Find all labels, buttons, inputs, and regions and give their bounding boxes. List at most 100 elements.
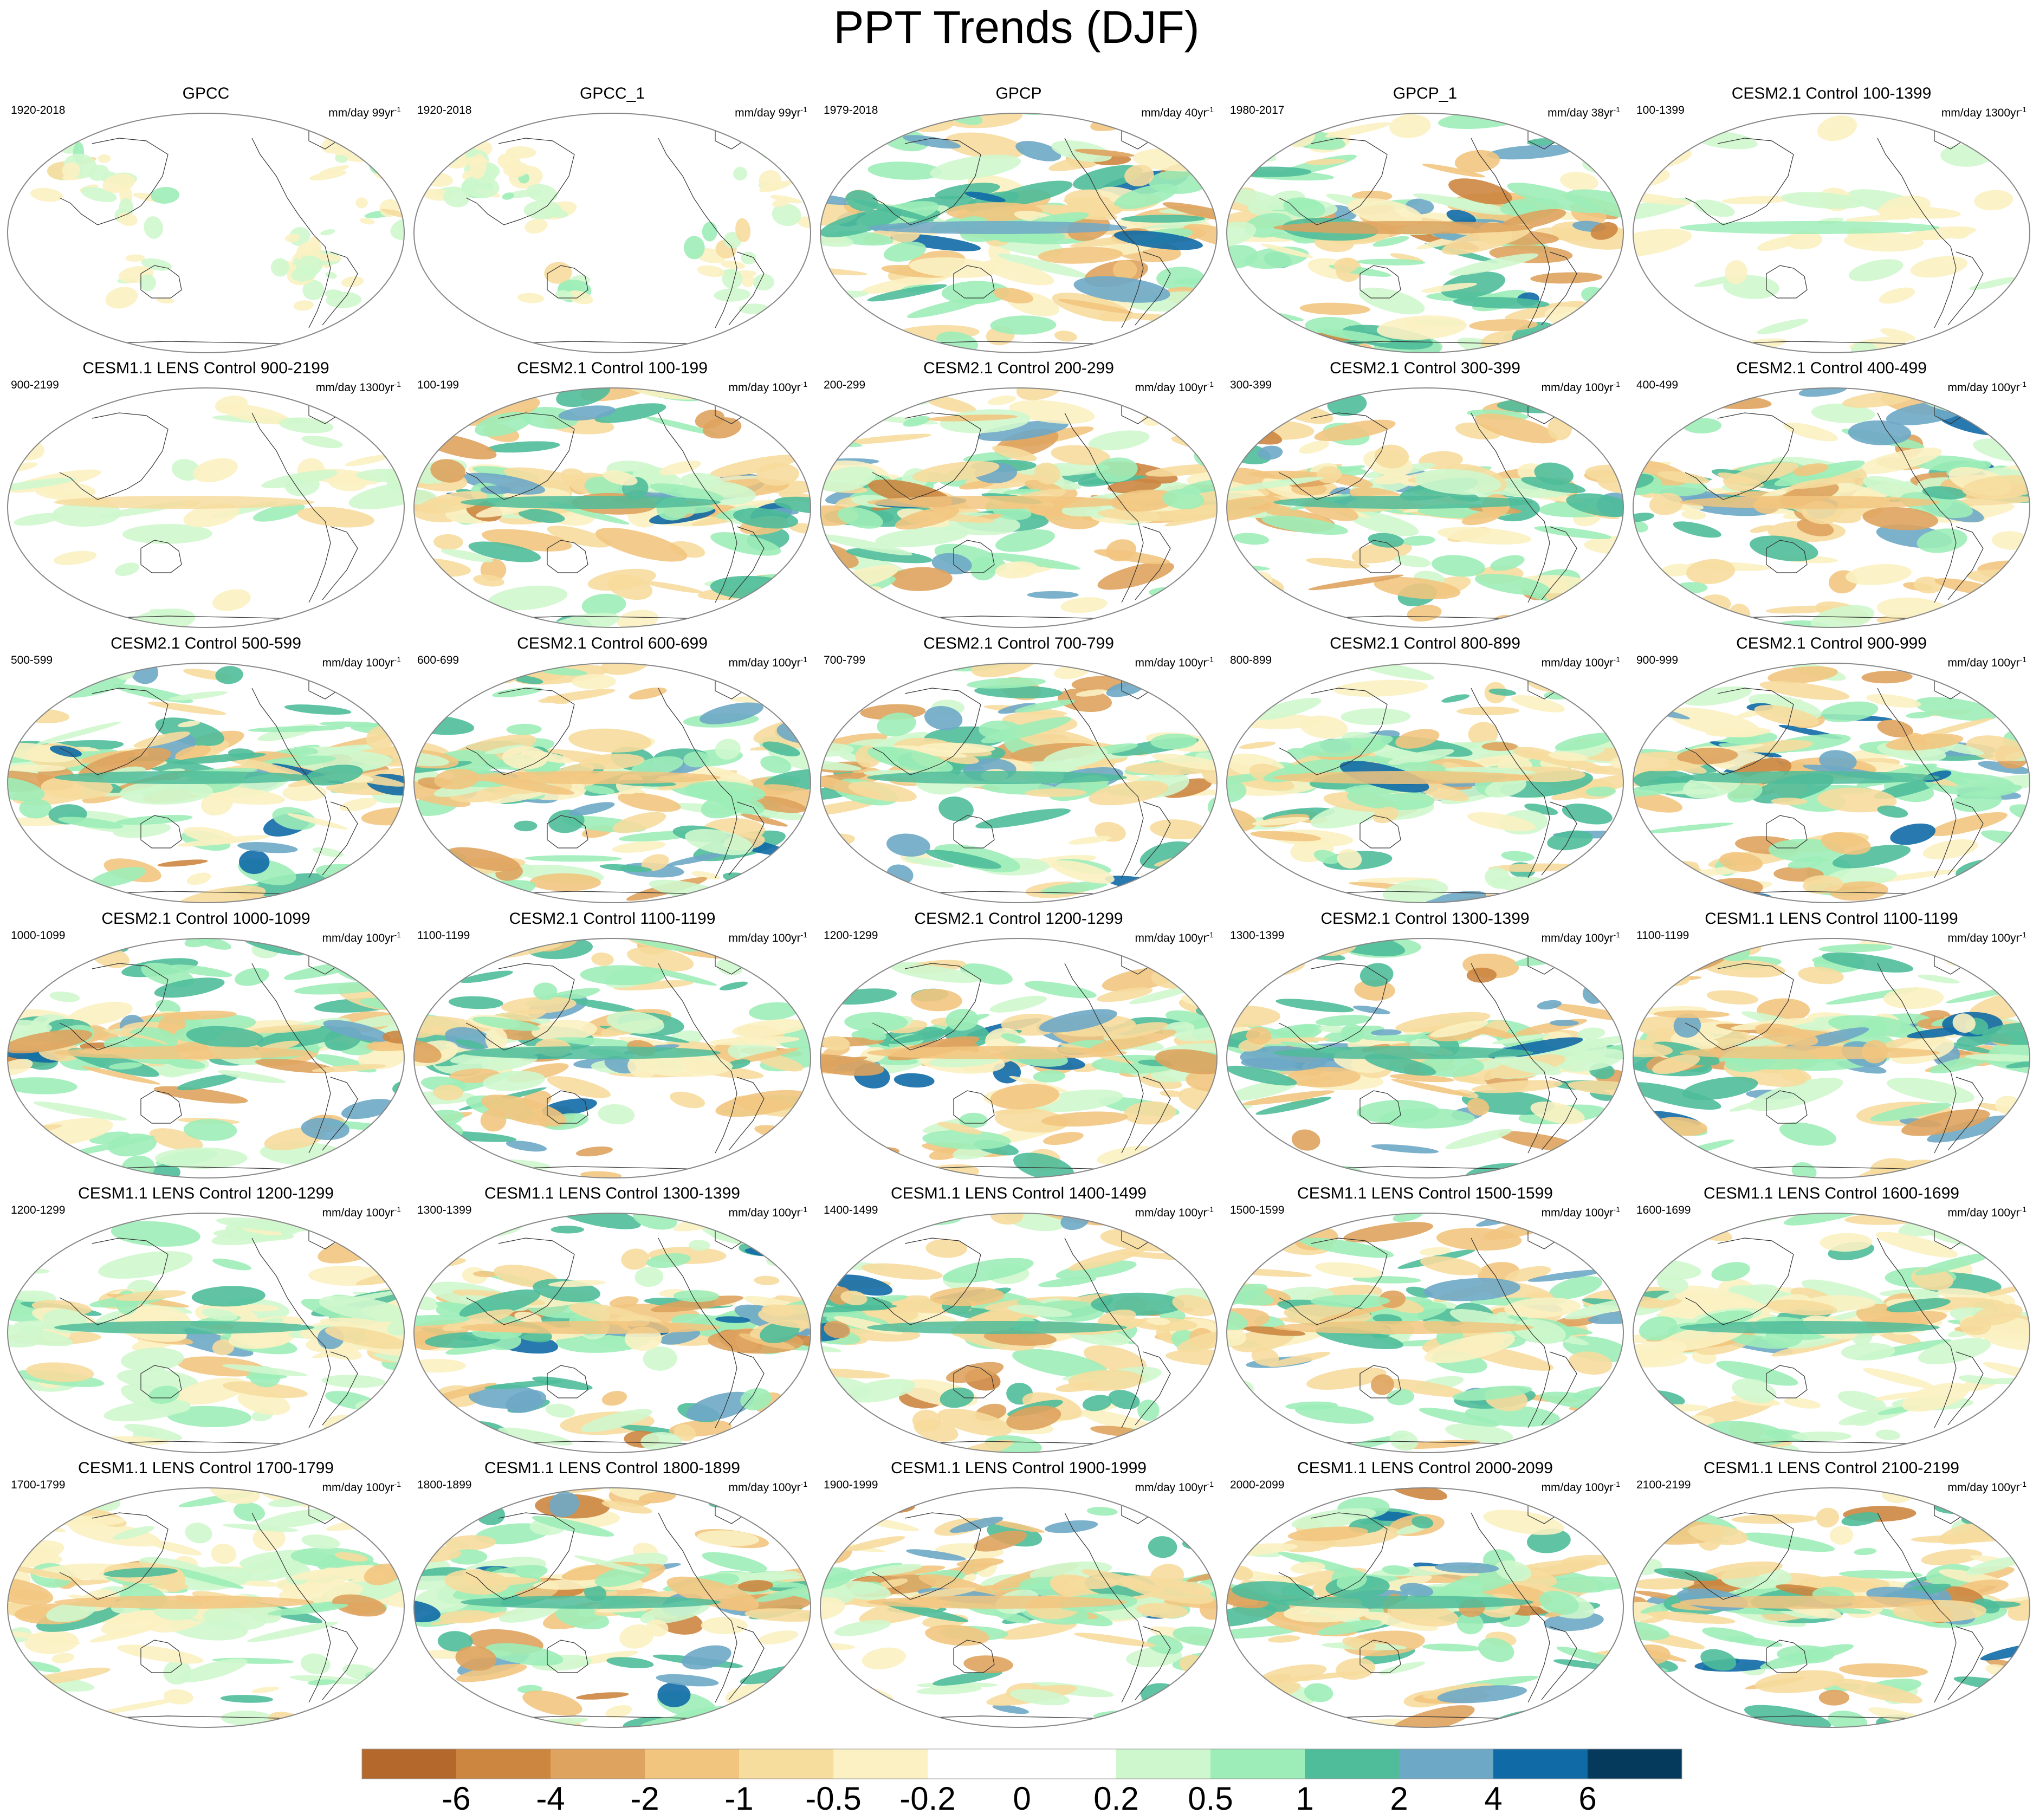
coastline [658,412,737,603]
map-panel: CESM2.1 Control 200-299 200-299 mm/day 100… [818,359,1219,630]
trend-contour [1012,1349,1108,1378]
trend-contour [1924,938,2009,944]
trend-contour [1362,1611,1438,1631]
trend-contour [998,703,1037,714]
coastline [81,616,342,620]
coastline [1685,412,1794,500]
trend-contour [993,287,1034,304]
trend-contour [1877,720,1913,738]
trend-contour [8,1059,33,1076]
trend-contour [1863,1368,1934,1388]
trend-contour [1227,1005,1281,1028]
trend-contour [503,161,529,178]
trend-contour [1978,761,2030,774]
panel-period: 900-2199 [11,379,59,391]
trend-contour [1227,1423,1254,1435]
trend-contour [1286,1025,1317,1039]
trend-contour [1581,120,1623,139]
coastline [322,1351,358,1426]
robinson-map [1226,1487,1624,1728]
trend-contour [1260,243,1313,258]
trend-contour [1792,463,1829,476]
trend-contour [1166,1349,1217,1366]
trend-contour [481,529,572,552]
trend-contour [154,977,225,998]
trend-contour [122,524,212,544]
trend-contour [350,1493,404,1518]
trend-contour [735,218,751,243]
trend-contour [514,1312,542,1323]
trend-contour [1352,1275,1421,1284]
trend-contour [1260,1664,1327,1684]
trend-contour [946,1362,1004,1383]
trend-contour [1610,411,1623,430]
colorbar-swatch [928,1749,1022,1779]
trend-contour [1255,1097,1331,1115]
trend-contour [820,290,869,300]
trend-contour [498,1427,573,1446]
trend-contour [1933,1499,1984,1514]
trend-contour [606,1657,654,1668]
coastline [1706,1166,1967,1171]
trend-contour [312,1064,386,1073]
trend-contour [1700,1649,1737,1671]
trend-contour [1072,165,1143,190]
trend-contour [1445,1423,1513,1443]
trend-contour [1673,521,1721,538]
colorbar-swatch [362,1749,456,1779]
trend-contour [1394,555,1431,567]
trend-contour [482,1071,545,1091]
trend-contour [1633,1578,1694,1590]
colorbar-swatch [551,1749,645,1779]
colorbar-swatch [1399,1749,1493,1779]
trend-contour [974,1530,1027,1552]
coastline [251,688,331,878]
trend-contour [289,938,366,956]
panel-units: mm/day 100yr-1 [1541,655,1621,669]
colorbar-tick-label: 0 [1013,1780,1031,1817]
map-panel: CESM1.1 LENS Control 1400-1499 1400-1499 m… [818,1184,1219,1455]
trend-contour [617,610,659,627]
trend-contour [225,756,303,776]
trend-contour [1952,1013,1976,1033]
trend-contour [635,1054,733,1077]
trend-contour [1227,496,1281,523]
map-boundary [1633,1213,2030,1453]
map-panel: CESM1.1 LENS Control 900-2199 900-2199 mm/… [5,359,406,630]
trend-contour [1510,113,1536,121]
panel-title: CESM2.1 Control 1300-1399 [1320,910,1530,928]
trend-contour [1202,1117,1217,1136]
trend-contour [472,1016,540,1031]
trend-contour [1291,1508,1376,1530]
map-boundary [1633,663,2030,903]
trend-contour [599,864,652,872]
trend-contour [1110,489,1178,512]
trend-contour [840,1290,867,1305]
trend-contour [1073,276,1170,303]
trend-contour [1336,1572,1367,1590]
coastline [251,138,331,328]
trend-contour [17,709,70,723]
trend-contour [1448,178,1512,205]
trend-contour [982,260,1054,286]
robinson-map [1226,1213,1624,1453]
trend-contour [1817,115,1857,141]
trend-contour [348,481,404,509]
panel-period: 400-499 [1636,379,1679,391]
map-panel: CESM2.1 Control 1200-1299 1200-1299 mm/day… [818,909,1219,1180]
trend-contour [619,1624,654,1649]
trend-contour [1929,812,2008,837]
map-boundary [1226,938,1624,1178]
trend-contour [545,1403,575,1418]
trend-contour [1009,400,1095,424]
trend-contour [1469,319,1538,332]
coastline [547,540,588,573]
trend-contour [1309,664,1342,671]
trend-contour [1953,1413,2019,1437]
coastline [872,1512,981,1600]
trend-contour [300,1653,331,1674]
trend-contour [1371,1144,1439,1154]
trend-contour [1877,1329,1921,1345]
coastline [1766,540,1808,573]
panel-period: 1100-1199 [417,929,470,942]
